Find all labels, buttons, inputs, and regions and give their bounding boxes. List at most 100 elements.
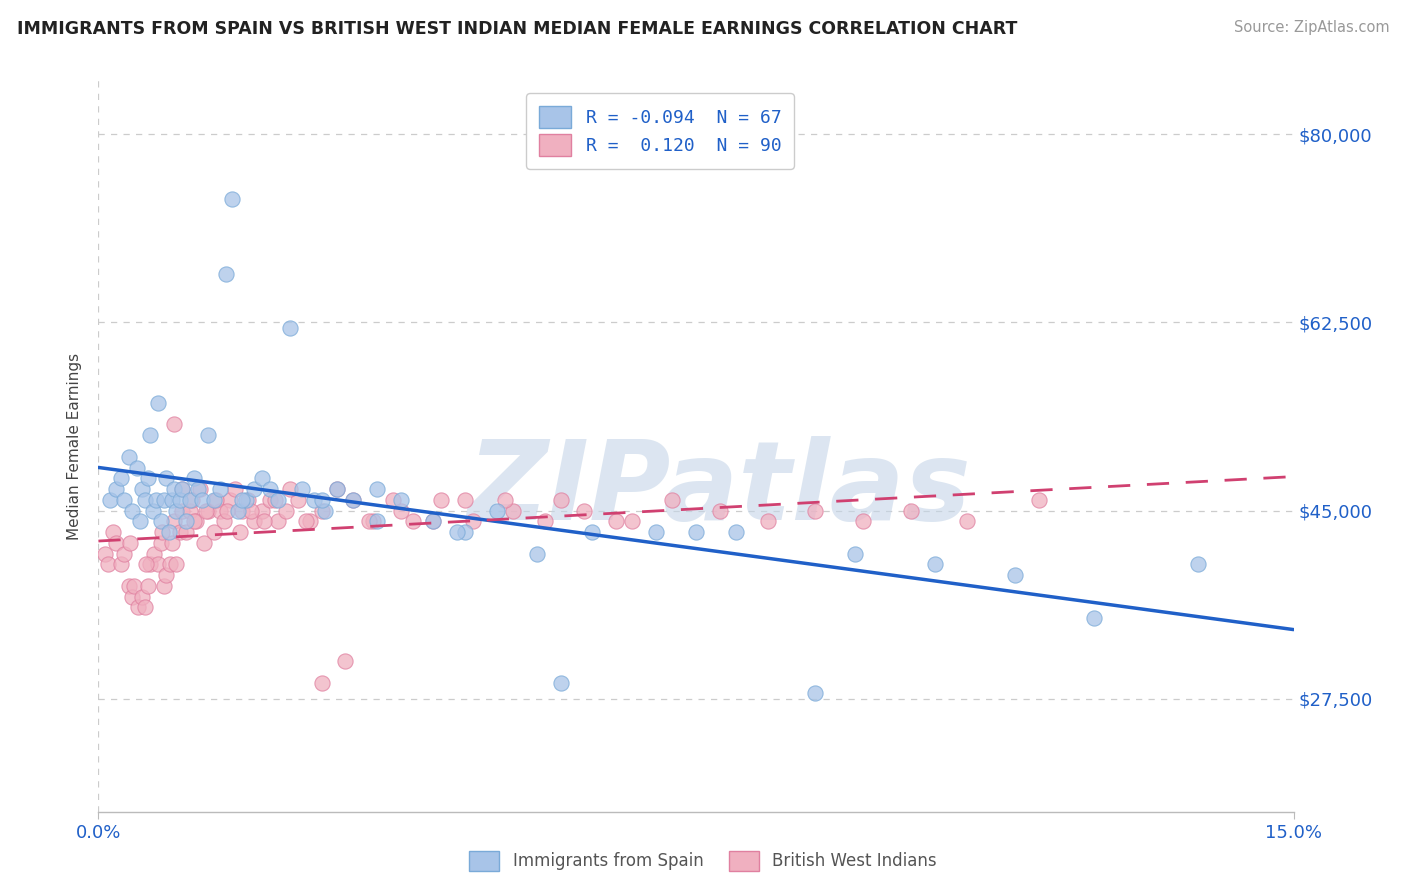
Point xyxy=(267,492,290,507)
Point xyxy=(208,482,231,496)
Point xyxy=(533,514,555,528)
Point xyxy=(724,524,747,539)
Point xyxy=(148,558,170,572)
Point xyxy=(485,503,508,517)
Point xyxy=(121,590,143,604)
Point xyxy=(1028,492,1050,507)
Point xyxy=(298,514,321,528)
Point xyxy=(179,492,201,507)
Point xyxy=(231,503,253,517)
Point xyxy=(900,503,922,517)
Point xyxy=(342,492,364,507)
Point xyxy=(852,514,875,528)
Point xyxy=(214,514,236,528)
Point xyxy=(844,547,866,561)
Point xyxy=(136,579,159,593)
Point xyxy=(143,547,166,561)
Point xyxy=(134,492,156,507)
Point xyxy=(574,503,596,517)
Point xyxy=(311,492,333,507)
Point xyxy=(195,503,218,517)
Point xyxy=(605,514,627,528)
Point xyxy=(139,428,162,442)
Point xyxy=(124,579,146,593)
Point xyxy=(121,503,143,517)
Legend: Immigrants from Spain, British West Indians: Immigrants from Spain, British West Indi… xyxy=(461,842,945,880)
Point xyxy=(160,492,183,507)
Point xyxy=(238,492,260,507)
Point xyxy=(193,536,215,550)
Point xyxy=(94,547,117,561)
Point xyxy=(118,450,141,464)
Point xyxy=(430,492,453,507)
Point xyxy=(135,558,157,572)
Point xyxy=(402,514,425,528)
Point xyxy=(172,503,194,517)
Point xyxy=(125,460,148,475)
Point xyxy=(155,471,177,485)
Point xyxy=(389,492,412,507)
Point xyxy=(183,471,205,485)
Point xyxy=(382,492,405,507)
Point xyxy=(184,514,207,528)
Legend: R = -0.094  N = 67, R =  0.120  N = 90: R = -0.094 N = 67, R = 0.120 N = 90 xyxy=(526,93,794,169)
Point xyxy=(756,514,779,528)
Point xyxy=(219,492,242,507)
Point xyxy=(221,192,243,206)
Point xyxy=(229,524,252,539)
Point xyxy=(581,524,603,539)
Point xyxy=(956,514,979,528)
Text: Source: ZipAtlas.com: Source: ZipAtlas.com xyxy=(1233,20,1389,35)
Point xyxy=(145,492,167,507)
Point xyxy=(335,654,357,668)
Point xyxy=(172,482,194,496)
Point xyxy=(202,492,225,507)
Point xyxy=(253,514,276,528)
Point xyxy=(243,482,266,496)
Point xyxy=(112,547,135,561)
Point xyxy=(190,482,212,496)
Point xyxy=(104,482,127,496)
Text: ZIPatlas: ZIPatlas xyxy=(468,436,972,543)
Point xyxy=(278,320,301,334)
Point xyxy=(208,503,231,517)
Point xyxy=(326,482,349,496)
Point xyxy=(311,503,333,517)
Point xyxy=(127,600,149,615)
Point xyxy=(101,524,124,539)
Point xyxy=(157,524,180,539)
Point xyxy=(197,503,219,517)
Point xyxy=(804,503,827,517)
Point xyxy=(422,514,444,528)
Point xyxy=(110,471,132,485)
Point xyxy=(1083,611,1105,625)
Point xyxy=(134,600,156,615)
Point xyxy=(155,568,177,582)
Point xyxy=(526,547,548,561)
Point xyxy=(274,503,297,517)
Point xyxy=(169,492,191,507)
Point xyxy=(264,492,287,507)
Point xyxy=(104,536,127,550)
Point xyxy=(250,471,273,485)
Point xyxy=(152,492,174,507)
Point xyxy=(159,558,181,572)
Point xyxy=(311,675,333,690)
Point xyxy=(342,492,364,507)
Text: IMMIGRANTS FROM SPAIN VS BRITISH WEST INDIAN MEDIAN FEMALE EARNINGS CORRELATION : IMMIGRANTS FROM SPAIN VS BRITISH WEST IN… xyxy=(17,20,1018,37)
Point xyxy=(150,524,173,539)
Point xyxy=(494,492,516,507)
Point xyxy=(112,492,135,507)
Point xyxy=(243,514,266,528)
Point xyxy=(315,503,337,517)
Point xyxy=(291,482,314,496)
Point xyxy=(359,514,381,528)
Point xyxy=(128,514,150,528)
Point xyxy=(163,482,186,496)
Point xyxy=(287,492,309,507)
Point xyxy=(142,503,165,517)
Point xyxy=(217,503,239,517)
Point xyxy=(454,524,477,539)
Point xyxy=(366,482,388,496)
Point xyxy=(661,492,683,507)
